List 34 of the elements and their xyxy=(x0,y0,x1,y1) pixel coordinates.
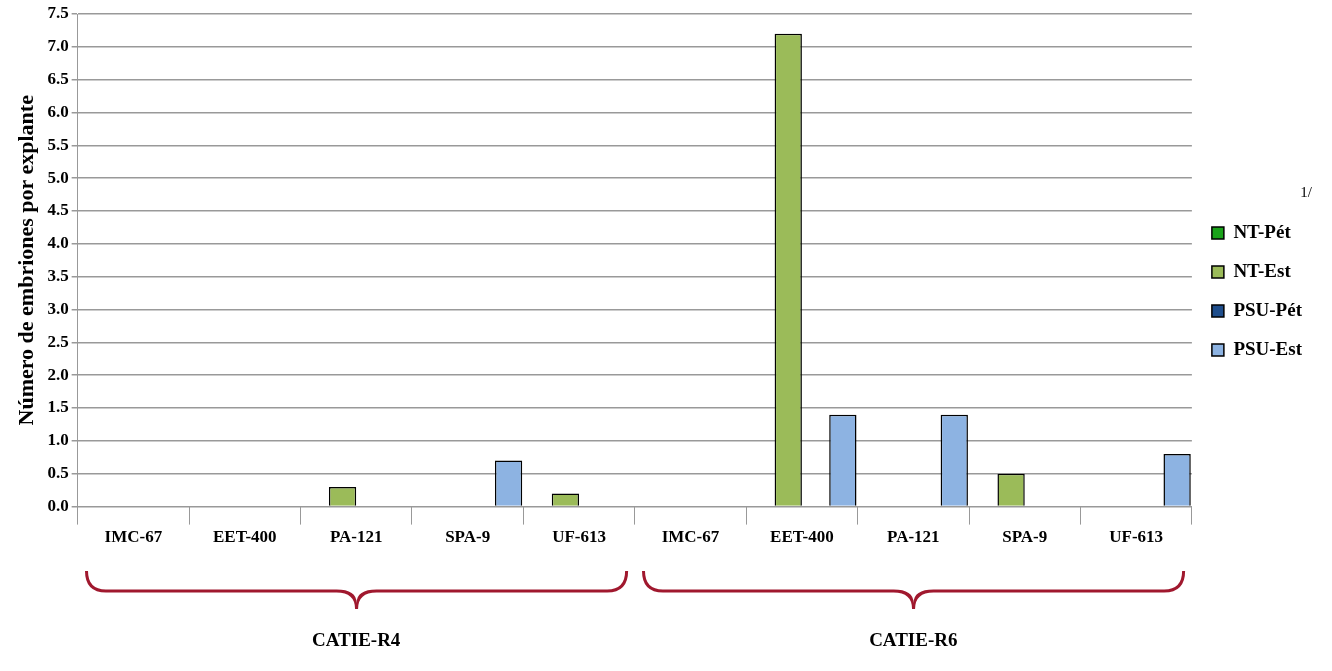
x-tick-label: IMC-67 xyxy=(104,527,163,547)
x-tick-label: EET-400 xyxy=(212,527,277,547)
y-tick-label: 5.0 xyxy=(47,167,69,187)
x-tick-label: UF-613 xyxy=(552,527,606,547)
legend-title: 1/ xyxy=(1300,183,1313,200)
y-tick-label: 1.5 xyxy=(47,397,69,417)
x-tick-label: UF-613 xyxy=(1109,527,1164,547)
y-tick-label: 0.0 xyxy=(47,495,69,515)
y-axis-title: Número de embriones por explante xyxy=(12,94,38,426)
y-tick-label: 4.5 xyxy=(47,200,69,220)
x-tick-label: IMC-67 xyxy=(661,527,720,547)
legend-label: NT-Est xyxy=(1233,259,1292,281)
text: CATIE-R4 xyxy=(312,629,401,651)
y-tick-label: 6.5 xyxy=(47,69,69,89)
y-tick-label: 4.0 xyxy=(47,233,69,253)
y-tick-label: 7.5 xyxy=(47,3,69,23)
x-tick-label: PA-121 xyxy=(887,527,940,547)
x-tick-label: PA-121 xyxy=(329,527,383,547)
y-tick-label: 0.5 xyxy=(47,463,69,483)
legend-label: NT-Pét xyxy=(1233,220,1292,242)
text: CATIE-R6 xyxy=(869,629,958,651)
y-tick-label: 3.0 xyxy=(47,298,69,318)
x-tick-label: EET-400 xyxy=(770,527,834,547)
x-tick-label: SPA-9 xyxy=(445,527,491,547)
x-tick-label: SPA-9 xyxy=(1002,527,1048,547)
legend-label: PSU-Est xyxy=(1233,337,1303,359)
y-tick-label: 2.5 xyxy=(47,331,69,351)
y-tick-label: 2.0 xyxy=(47,364,69,384)
legend-label: PSU-Pét xyxy=(1233,298,1303,320)
y-tick-label: 7.0 xyxy=(47,36,69,56)
y-tick-label: 6.0 xyxy=(47,101,69,121)
y-tick-label: 1.0 xyxy=(47,430,69,450)
y-tick-label: 3.5 xyxy=(47,266,69,286)
y-tick-label: 5.5 xyxy=(47,134,69,154)
